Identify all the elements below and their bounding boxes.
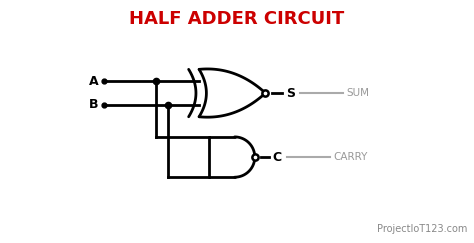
Text: A: A: [89, 75, 99, 88]
Text: S: S: [286, 87, 295, 100]
Text: B: B: [89, 98, 99, 111]
Text: CARRY: CARRY: [333, 152, 367, 162]
Text: C: C: [273, 151, 282, 164]
Text: HALF ADDER CIRCUIT: HALF ADDER CIRCUIT: [129, 10, 345, 28]
Text: SUM: SUM: [346, 88, 369, 98]
Text: ProjectIoT123.com: ProjectIoT123.com: [376, 224, 467, 234]
